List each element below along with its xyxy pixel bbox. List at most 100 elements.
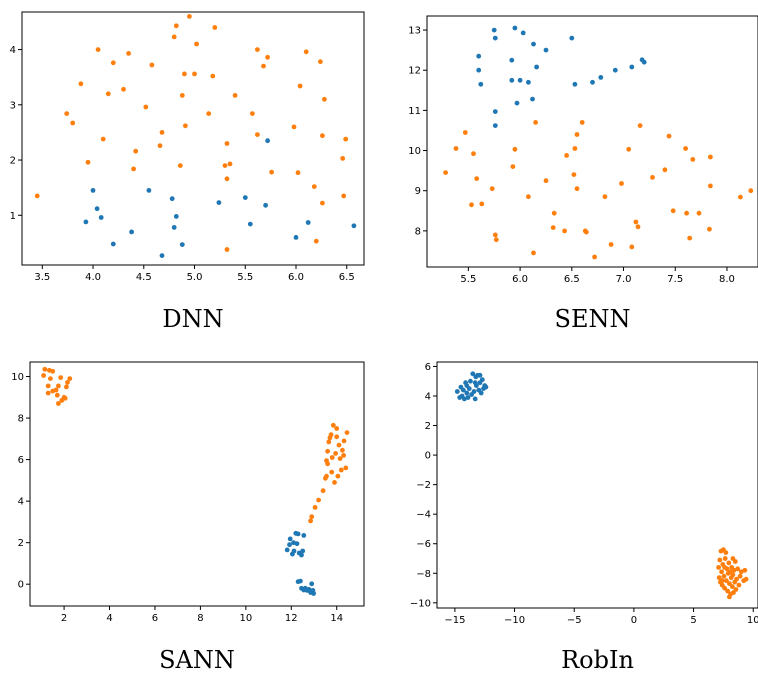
senn-point	[635, 224, 641, 230]
sann-point	[65, 380, 70, 385]
robin-point	[719, 569, 724, 575]
senn-point	[684, 210, 689, 216]
robin-point	[722, 565, 727, 570]
dnn-point	[320, 200, 325, 206]
senn-point	[592, 254, 597, 260]
senn-point	[571, 172, 577, 178]
dnn-point	[216, 200, 222, 206]
robin-point	[483, 384, 489, 390]
senn-point	[708, 154, 713, 160]
dnn-point	[70, 120, 76, 126]
robin-point	[472, 396, 478, 402]
senn-point	[690, 157, 696, 162]
dnn-point	[293, 235, 299, 240]
dnn-point	[261, 63, 266, 69]
sann-point	[344, 430, 350, 435]
dnn-point	[98, 215, 104, 220]
sann-y-tick-label: 6	[18, 455, 24, 466]
robin-plot-frame	[436, 361, 758, 609]
senn-panel: 5.5 6.0 6.5 7.0 7.5 8.0 8 9 10 11 12 13 SENN	[408, 15, 758, 333]
sann-point	[337, 456, 343, 461]
sann-point	[45, 383, 51, 389]
dnn-point	[171, 34, 177, 40]
dnn-point	[149, 62, 155, 68]
dnn-point	[311, 184, 317, 190]
senn-plot-frame	[426, 15, 758, 268]
senn-y-tick-label: 10	[408, 146, 421, 157]
dnn-point	[224, 247, 230, 252]
senn-point	[633, 219, 639, 225]
robin-point	[743, 576, 749, 582]
dnn-point	[194, 41, 200, 47]
dnn-point	[227, 161, 233, 167]
sann-point	[287, 542, 292, 548]
robin-point	[478, 390, 484, 396]
robin-point	[727, 581, 732, 586]
robin-point	[742, 567, 748, 573]
robin-point	[464, 383, 470, 388]
sann-point	[334, 434, 340, 440]
senn-point	[492, 232, 498, 238]
dnn-point	[126, 51, 131, 56]
sann-point	[45, 390, 51, 396]
sann-point	[295, 531, 301, 537]
dnn-point	[320, 133, 325, 139]
senn-point	[474, 176, 480, 182]
dnn-point	[313, 238, 319, 244]
dnn-point	[100, 136, 106, 142]
sann-point	[340, 447, 345, 453]
dnn-point	[129, 229, 135, 235]
dnn-plot-frame	[21, 11, 365, 266]
senn-point	[509, 77, 515, 83]
senn-point	[476, 53, 482, 59]
sann-point	[332, 480, 337, 485]
senn-point	[492, 123, 498, 128]
dnn-series-2	[34, 14, 349, 252]
senn-point	[543, 47, 549, 53]
robin-point	[735, 566, 741, 572]
dnn-y-tick-label: 4	[10, 45, 16, 56]
robin-y-tick-label: −4	[416, 510, 431, 521]
dnn-point	[187, 14, 192, 19]
dnn-point	[169, 196, 175, 202]
robin-point	[717, 557, 723, 563]
senn-point	[670, 208, 676, 214]
dnn-panel: 3.5 4.0 4.5 5.0 5.5 6.0 6.5 1 2 3 4 DNN	[10, 11, 365, 333]
dnn-point	[157, 143, 163, 149]
senn-y-tick-label: 12	[408, 66, 421, 77]
senn-point	[492, 35, 498, 41]
senn-point	[598, 75, 604, 80]
senn-point	[572, 81, 578, 87]
sann-point	[308, 518, 313, 524]
dnn-point	[224, 141, 230, 146]
senn-point	[533, 120, 538, 125]
sann-x-tick-label: 4	[106, 613, 112, 624]
sann-series-1	[284, 530, 316, 596]
robin-point	[468, 378, 473, 384]
robin-point	[727, 594, 732, 600]
robin-point	[471, 389, 477, 394]
senn-point	[531, 250, 536, 256]
sann-point	[320, 488, 326, 494]
senn-point	[517, 77, 523, 83]
robin-y-tick-label: −2	[416, 480, 431, 491]
dnn-point	[250, 111, 255, 116]
robin-y-tick-label: −10	[410, 598, 431, 609]
dnn-point	[222, 163, 228, 169]
dnn-point	[159, 253, 165, 258]
senn-point	[629, 64, 635, 70]
sann-point	[328, 432, 334, 438]
robin-point	[722, 556, 728, 561]
dnn-x-tick-label: 6.0	[288, 272, 304, 283]
senn-point	[572, 146, 578, 151]
dnn-point	[322, 96, 327, 102]
sann-point	[64, 384, 69, 390]
senn-y-tick-label: 9	[415, 186, 421, 197]
dnn-point	[303, 49, 309, 55]
dnn-point	[64, 111, 70, 116]
dnn-point	[291, 124, 297, 130]
senn-point	[683, 146, 688, 151]
sann-x-tick-label: 10	[239, 613, 252, 624]
dnn-x-tick-label: 5.5	[237, 272, 253, 283]
